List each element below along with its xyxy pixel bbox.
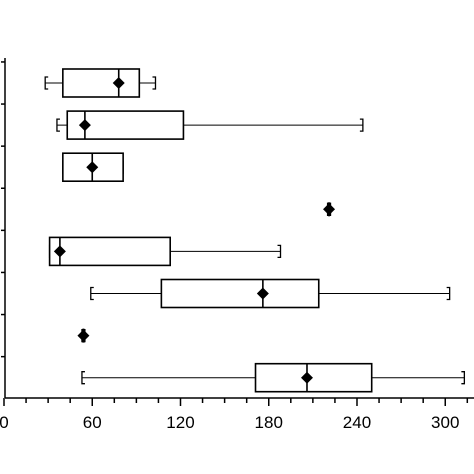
whisker-cap-high: [461, 371, 466, 385]
box-row: [90, 278, 451, 309]
mean-marker: [323, 203, 336, 216]
iqr-box: [254, 362, 373, 393]
whisker-cap-low: [81, 371, 85, 385]
box-row: [77, 328, 90, 343]
mean-marker: [86, 161, 99, 174]
x-tick-label: 240: [343, 413, 371, 432]
axes: [1, 58, 474, 399]
mean-marker: [112, 77, 125, 89]
box-row: [323, 202, 336, 217]
x-ticks: 0 60 120 180 240 300: [0, 398, 469, 432]
whisker-cap-low: [56, 118, 60, 132]
x-tick-label: 120: [166, 413, 194, 432]
iqr-box: [48, 236, 172, 267]
box-row: [56, 110, 364, 140]
iqr-box: [66, 110, 185, 140]
boxes: [44, 68, 466, 393]
whisker-cap-low: [44, 76, 49, 90]
x-tick-label: 0: [0, 413, 9, 432]
x-tick-label: 60: [83, 413, 102, 432]
whisker-cap-high: [152, 76, 157, 90]
box-row: [44, 68, 157, 98]
whisker-cap-high: [277, 244, 282, 259]
mean-marker: [53, 245, 66, 258]
mean-marker: [78, 119, 91, 132]
mean-marker: [77, 329, 90, 342]
whisker-cap-high: [446, 286, 451, 301]
box-row: [81, 362, 466, 393]
whisker-cap-low: [90, 286, 94, 301]
whisker-cap-high: [359, 118, 364, 132]
iqr-box: [160, 278, 320, 309]
box-row: [48, 236, 282, 267]
x-tick-label: 300: [431, 413, 459, 432]
box-row: [62, 152, 124, 182]
x-tick-label: 180: [255, 413, 283, 432]
mean-marker: [256, 287, 269, 300]
iqr-box: [62, 68, 141, 98]
mean-marker: [300, 371, 313, 384]
